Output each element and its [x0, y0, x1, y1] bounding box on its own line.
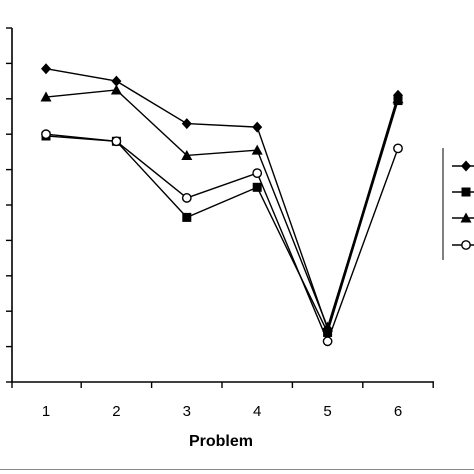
x-tick-label: 3 [183, 403, 191, 420]
data-point [181, 193, 192, 203]
x-tick-label: 2 [112, 403, 120, 420]
series-layer [40, 63, 404, 347]
legend-marker-circle [461, 240, 471, 250]
data-point [181, 118, 192, 130]
data-point [41, 129, 51, 140]
x-tick-label: 6 [394, 403, 402, 420]
data-point [323, 327, 333, 337]
legend-marker-triangle [460, 212, 472, 223]
series-square [41, 96, 403, 337]
x-tick-label: 4 [253, 403, 261, 420]
legend-marker-diamond [461, 160, 471, 172]
axes: 1 2 3 4 5 6 [6, 27, 434, 420]
data-point [110, 84, 122, 95]
data-point [322, 321, 334, 332]
data-point [252, 121, 263, 133]
legend-marker-square [461, 187, 471, 197]
series-line [45, 133, 399, 344]
data-point [322, 336, 333, 347]
data-point [392, 93, 404, 104]
series-line [45, 89, 399, 330]
series-line [45, 100, 399, 335]
data-point [181, 149, 193, 160]
series-line [45, 68, 399, 332]
series-circle [41, 129, 403, 347]
x-axis-title: Problem [189, 433, 253, 450]
data-point [251, 144, 263, 155]
series-triangle [40, 84, 404, 332]
data-point [182, 212, 192, 222]
data-point [111, 136, 122, 147]
x-tick-label: 5 [323, 403, 331, 420]
data-point [252, 168, 263, 179]
bottom-divider [0, 469, 474, 470]
data-point [393, 143, 403, 154]
series-diamond [41, 63, 403, 335]
data-point [252, 182, 262, 192]
data-point [40, 91, 52, 102]
data-point [111, 75, 122, 87]
data-point [41, 63, 51, 75]
legend [442, 148, 474, 260]
x-tick-label: 1 [42, 403, 50, 420]
